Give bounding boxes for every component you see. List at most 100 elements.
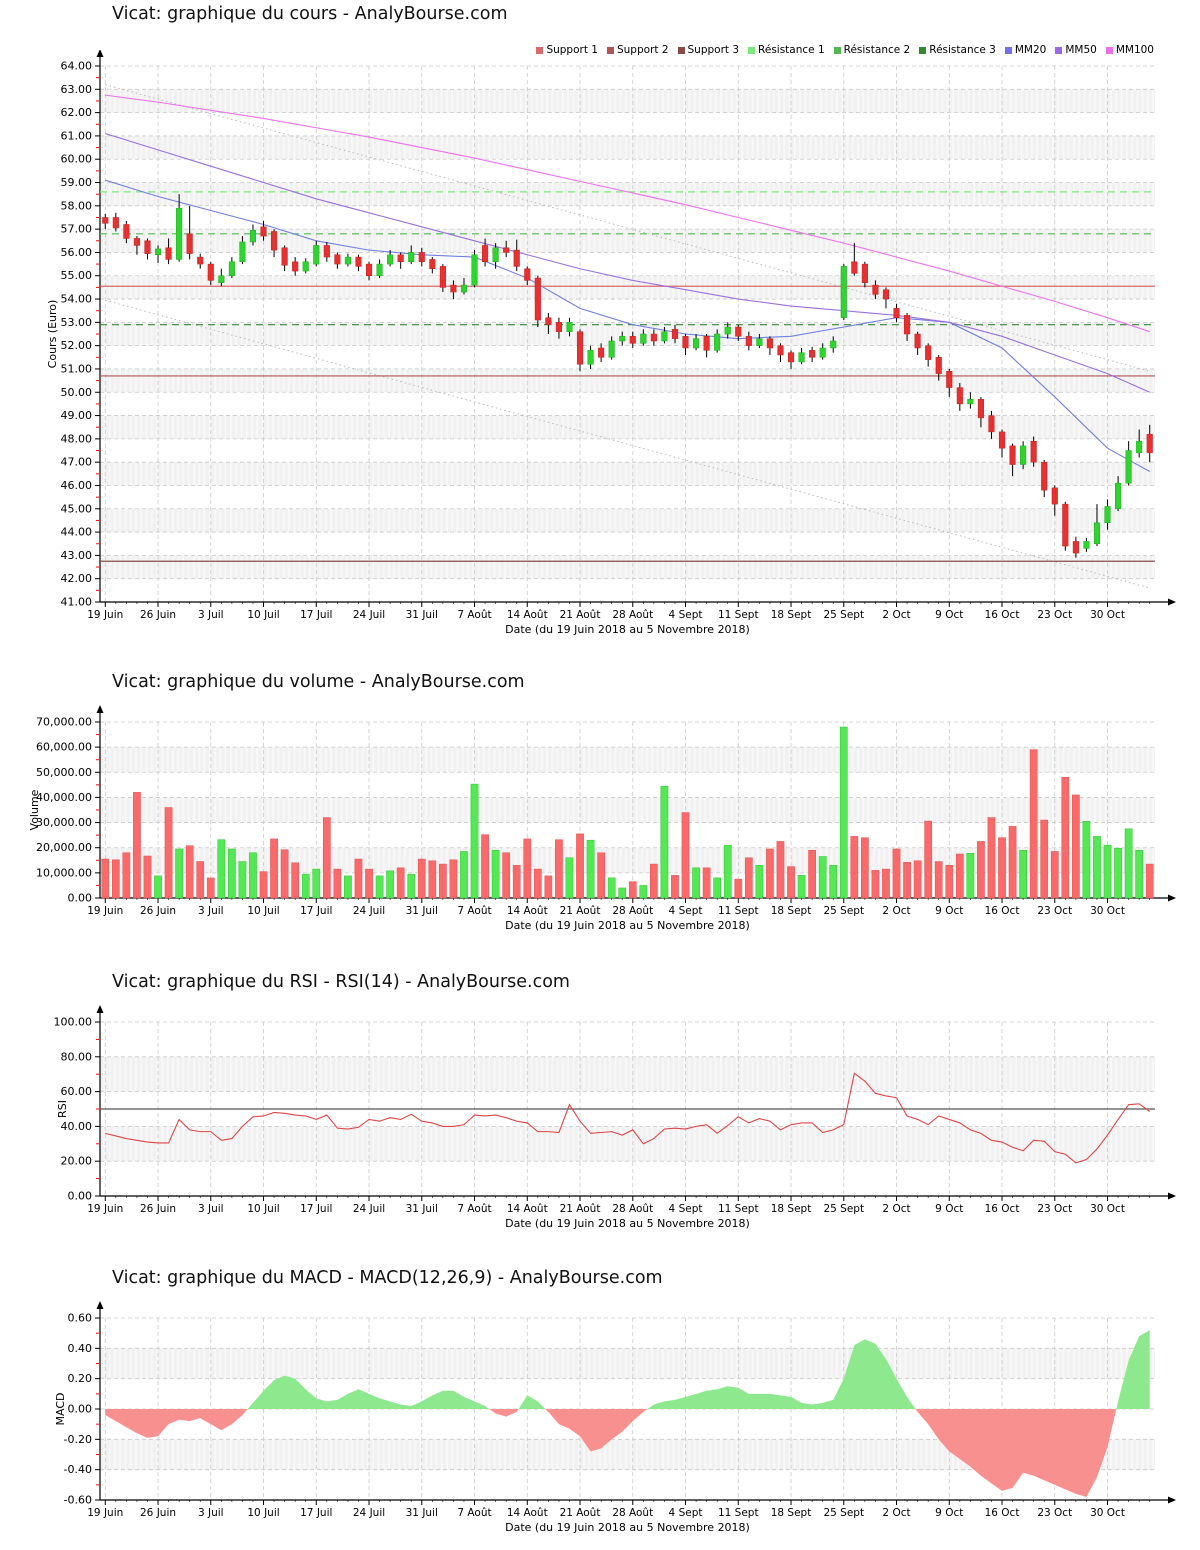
svg-text:3 Juil: 3 Juil	[198, 905, 224, 917]
svg-text:21 Août: 21 Août	[560, 609, 601, 621]
svg-text:3 Juil: 3 Juil	[198, 1507, 224, 1519]
legend-label: MM100	[1115, 44, 1154, 56]
svg-text:19 Juin: 19 Juin	[87, 609, 123, 621]
svg-text:50.00: 50.00	[61, 386, 93, 399]
volume-chart-section: Vicat: graphique du volume - AnalyBourse…	[0, 660, 1200, 960]
svg-text:9 Oct: 9 Oct	[935, 905, 963, 917]
svg-text:25 Sept: 25 Sept	[823, 609, 864, 621]
mm100-swatch-icon	[1105, 46, 1113, 54]
svg-text:25 Sept: 25 Sept	[823, 905, 864, 917]
svg-text:30 Oct: 30 Oct	[1090, 905, 1125, 917]
legend-label: Support 1	[546, 44, 598, 56]
svg-text:26 Juin: 26 Juin	[140, 1203, 176, 1215]
svg-text:49.00: 49.00	[61, 409, 93, 422]
legend-label: Support 2	[616, 44, 669, 56]
macd-chart-title: Vicat: graphique du MACD - MACD(12,26,9)…	[112, 1268, 663, 1288]
svg-text:24 Juil: 24 Juil	[353, 1203, 385, 1215]
price-chart-legend: Support 1 Support 2 Support 3 Résistance…	[536, 44, 1154, 56]
svg-text:9 Oct: 9 Oct	[935, 1203, 963, 1215]
svg-text:24 Juil: 24 Juil	[353, 905, 385, 917]
price-chart-section: Vicat: graphique du cours - AnalyBourse.…	[0, 4, 1200, 660]
rsi-chart-section: Vicat: graphique du RSI - RSI(14) - Anal…	[0, 958, 1200, 1258]
svg-text:21 Août: 21 Août	[560, 1507, 601, 1519]
svg-text:52.00: 52.00	[61, 339, 93, 352]
svg-text:26 Juin: 26 Juin	[140, 905, 176, 917]
svg-text:17 Juil: 17 Juil	[300, 1507, 332, 1519]
svg-text:Date (du 19 Juin 2018 au 5 Nov: Date (du 19 Juin 2018 au 5 Novembre 2018…	[505, 1217, 750, 1230]
svg-text:0.40: 0.40	[68, 1342, 93, 1355]
svg-text:17 Juil: 17 Juil	[300, 905, 332, 917]
svg-text:55.00: 55.00	[61, 269, 93, 282]
price-candlestick-plot: 41.00 42.00 43.00 44.00 45.00 46.00 47.00 48.00…	[46, 50, 1176, 636]
mm50-swatch-icon	[1055, 46, 1063, 54]
svg-text:31 Juil: 31 Juil	[406, 905, 438, 917]
svg-text:-0.60: -0.60	[64, 1494, 92, 1507]
svg-text:23 Oct: 23 Oct	[1037, 609, 1072, 621]
svg-text:7 Août: 7 Août	[457, 905, 491, 917]
svg-text:17 Juil: 17 Juil	[300, 609, 332, 621]
svg-text:24 Juil: 24 Juil	[353, 609, 385, 621]
svg-text:50,000.00: 50,000.00	[36, 766, 92, 779]
legend-label: Résistance 1	[758, 44, 825, 56]
svg-text:0.00: 0.00	[68, 1190, 93, 1203]
svg-text:28 Août: 28 Août	[612, 609, 653, 621]
svg-text:61.00: 61.00	[61, 129, 93, 142]
svg-text:41.00: 41.00	[61, 596, 93, 609]
svg-text:28 Août: 28 Août	[612, 905, 653, 917]
svg-text:4 Sept: 4 Sept	[669, 1203, 703, 1215]
svg-text:7 Août: 7 Août	[457, 1507, 491, 1519]
svg-text:18 Sept: 18 Sept	[771, 1203, 812, 1215]
mm20-swatch-icon	[1004, 46, 1012, 54]
svg-text:31 Juil: 31 Juil	[406, 609, 438, 621]
svg-text:62.00: 62.00	[61, 106, 93, 119]
svg-text:26 Juin: 26 Juin	[140, 609, 176, 621]
legend-item-support-3: Support 3	[677, 44, 740, 56]
svg-text:Volume: Volume	[28, 789, 41, 830]
svg-text:16 Oct: 16 Oct	[985, 905, 1020, 917]
svg-text:30,000.00: 30,000.00	[36, 816, 92, 829]
svg-text:46.00: 46.00	[61, 479, 93, 492]
svg-text:31 Juil: 31 Juil	[406, 1507, 438, 1519]
legend-label: Résistance 2	[843, 44, 911, 56]
svg-text:48.00: 48.00	[61, 432, 93, 445]
support-1-swatch-icon	[536, 46, 544, 54]
svg-text:-0.40: -0.40	[64, 1463, 92, 1476]
legend-label: Support 3	[687, 44, 740, 56]
svg-text:14 Août: 14 Août	[507, 1507, 548, 1519]
svg-text:3 Juil: 3 Juil	[198, 1203, 224, 1215]
svg-text:11 Sept: 11 Sept	[718, 609, 759, 621]
svg-text:10 Juil: 10 Juil	[247, 1507, 279, 1519]
svg-text:54.00: 54.00	[61, 293, 93, 306]
resistance-1-swatch-icon	[748, 46, 756, 54]
svg-text:30 Oct: 30 Oct	[1090, 1507, 1125, 1519]
svg-text:28 Août: 28 Août	[612, 1507, 653, 1519]
svg-text:20,000.00: 20,000.00	[36, 841, 92, 854]
svg-text:45.00: 45.00	[61, 502, 93, 515]
svg-text:21 Août: 21 Août	[560, 905, 601, 917]
svg-text:80.00: 80.00	[61, 1050, 93, 1063]
macd-chart-section: Vicat: graphique du MACD - MACD(12,26,9)…	[0, 1258, 1200, 1550]
svg-text:20.00: 20.00	[61, 1155, 93, 1168]
volume-bar-plot: 0.00 10,000.00 20,000.00 30,000.00 40,000.00…	[28, 705, 1176, 932]
svg-text:9 Oct: 9 Oct	[935, 609, 963, 621]
svg-text:4 Sept: 4 Sept	[669, 609, 703, 621]
svg-text:Date (du 19 Juin 2018 au 5 Nov: Date (du 19 Juin 2018 au 5 Novembre 2018…	[505, 1521, 750, 1534]
svg-text:2 Oct: 2 Oct	[882, 1507, 910, 1519]
svg-text:64.00: 64.00	[61, 60, 93, 73]
svg-text:25 Sept: 25 Sept	[823, 1203, 864, 1215]
resistance-3-swatch-icon	[919, 46, 927, 54]
legend-item-support-1: Support 1	[536, 44, 598, 56]
svg-text:26 Juin: 26 Juin	[140, 1507, 176, 1519]
support-2-swatch-icon	[606, 46, 614, 54]
svg-text:23 Oct: 23 Oct	[1037, 905, 1072, 917]
svg-text:23 Oct: 23 Oct	[1037, 1203, 1072, 1215]
svg-text:14 Août: 14 Août	[507, 1203, 548, 1215]
svg-text:53.00: 53.00	[61, 316, 93, 329]
svg-text:0.60: 0.60	[68, 1312, 93, 1325]
svg-text:40.00: 40.00	[61, 1120, 93, 1133]
svg-text:21 Août: 21 Août	[560, 1203, 601, 1215]
svg-text:MACD: MACD	[54, 1393, 67, 1426]
svg-text:10 Juil: 10 Juil	[247, 1203, 279, 1215]
svg-text:Date (du 19 Juin 2018 au 5 Nov: Date (du 19 Juin 2018 au 5 Novembre 2018…	[505, 623, 750, 636]
